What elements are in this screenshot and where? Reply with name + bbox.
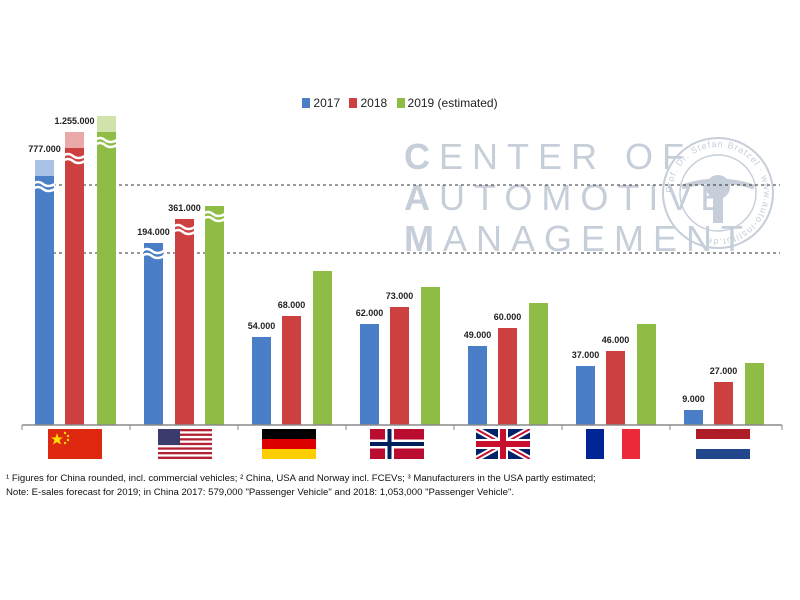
bar — [606, 351, 625, 425]
data-label: 62.000 — [356, 308, 384, 318]
bar — [144, 243, 163, 425]
axis-break-mark — [94, 141, 118, 149]
data-label: 9.000 — [682, 394, 705, 404]
bar — [745, 363, 764, 425]
legend-item-2017: 2017 — [302, 96, 340, 110]
chart-footnote: ¹ Figures for China rounded, incl. comme… — [6, 472, 596, 500]
legend-label-2017: 2017 — [313, 96, 341, 110]
chart-legend: 2017 2018 2019 (estimated) — [0, 96, 800, 111]
footnote-line-2: Note: E-sales forecast for 2019; in Chin… — [6, 487, 515, 498]
bar — [252, 337, 271, 425]
footnote-line-1: ¹ Figures for China rounded, incl. comme… — [6, 473, 596, 484]
germany-flag — [262, 429, 316, 459]
data-label: 37.000 — [572, 350, 600, 360]
bar — [97, 132, 116, 425]
legend-label-2018: 2018 — [360, 96, 388, 110]
data-label: 1.255.000 — [54, 116, 94, 126]
axis-break-mark — [202, 215, 226, 223]
legend-item-2019: 2019 (estimated) — [396, 96, 498, 110]
bar — [390, 307, 409, 425]
data-label: 27.000 — [710, 366, 738, 376]
norway-flag — [370, 429, 424, 459]
legend-swatch-2019 — [396, 98, 405, 108]
legend-item-2018: 2018 — [349, 96, 387, 110]
bar-break-cap — [65, 132, 84, 148]
axis-break-mark — [141, 247, 165, 255]
axis-break-mark — [94, 136, 118, 144]
data-label: 73.000 — [386, 291, 414, 301]
axis-break-mark — [172, 223, 196, 231]
legend-swatch-2017 — [302, 98, 311, 108]
china-flag — [48, 429, 102, 459]
bar — [576, 366, 595, 425]
legend-label-2019: 2019 (estimated) — [407, 96, 498, 110]
axis-break-mark — [202, 210, 226, 218]
netherlands-flag — [696, 429, 750, 459]
bar — [498, 328, 517, 425]
france-flag — [586, 429, 640, 459]
bar — [175, 219, 194, 425]
bar — [468, 346, 487, 425]
data-label: 361.000 — [168, 203, 201, 213]
axis-break-mark — [32, 180, 56, 188]
data-label: 46.000 — [602, 335, 630, 345]
legend-swatch-2018 — [349, 98, 358, 108]
axis-break-mark — [32, 185, 56, 193]
bar — [637, 324, 656, 425]
bar — [313, 271, 332, 425]
axis-break-mark — [62, 157, 86, 165]
data-label: 777.000 — [28, 144, 61, 154]
data-label: 194.000 — [137, 227, 170, 237]
bar — [360, 324, 379, 425]
data-label: 49.000 — [464, 330, 492, 340]
bar — [35, 176, 54, 425]
bar — [282, 316, 301, 425]
bar — [421, 287, 440, 425]
institute-seal-logo: Prof. Dr. Stefan Bratzel · www.auto-inst… — [662, 137, 774, 249]
bar — [714, 382, 733, 425]
data-label: 60.000 — [494, 312, 522, 322]
bar — [529, 303, 548, 425]
bar — [684, 410, 703, 425]
axis-break-mark — [172, 228, 196, 236]
center-of-automotive-management-watermark: CENTER OF AUTOMOTIVE MANAGEMENT — [404, 136, 753, 259]
bar-break-cap — [35, 160, 54, 176]
data-label: 54.000 — [248, 321, 276, 331]
usa-flag — [158, 429, 212, 459]
axis-break-mark — [62, 152, 86, 160]
bar — [205, 206, 224, 425]
axis-break-mark — [141, 252, 165, 260]
bar-break-cap — [97, 116, 116, 132]
data-label: 68.000 — [278, 300, 306, 310]
uk-flag — [476, 429, 530, 459]
bar — [65, 148, 84, 425]
